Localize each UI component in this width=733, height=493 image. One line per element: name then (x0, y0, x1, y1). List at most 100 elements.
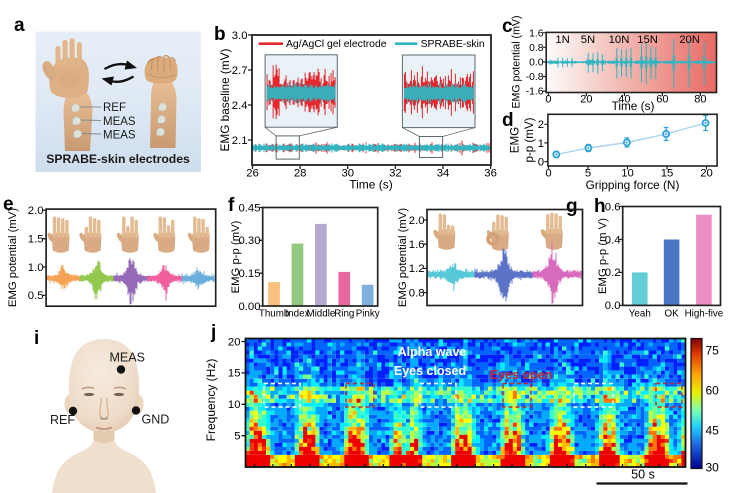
svg-text:0.30: 0.30 (239, 235, 261, 247)
svg-text:15: 15 (228, 368, 241, 380)
svg-text:c: c (502, 16, 513, 37)
svg-text:0.8: 0.8 (409, 287, 425, 299)
svg-text:28: 28 (294, 168, 307, 180)
svg-text:f: f (228, 195, 235, 216)
svg-text:0.15: 0.15 (239, 268, 261, 280)
svg-text:0.5: 0.5 (28, 290, 44, 302)
svg-text:GND: GND (142, 413, 170, 427)
svg-text:60: 60 (656, 94, 668, 106)
svg-text:20: 20 (580, 94, 592, 106)
svg-text:1.6: 1.6 (409, 239, 425, 251)
svg-text:30: 30 (706, 461, 720, 475)
svg-text:0.0: 0.0 (529, 58, 544, 69)
svg-text:MEAS: MEAS (110, 351, 145, 365)
svg-text:p-p (mV): p-p (mV) (523, 117, 536, 162)
svg-text:2.4: 2.4 (232, 100, 248, 112)
svg-text:g: g (566, 196, 578, 217)
svg-text:Thumb: Thumb (259, 309, 290, 320)
svg-text:15N: 15N (637, 34, 658, 46)
svg-text:1.0: 1.0 (28, 262, 44, 274)
svg-text:SPRABE-skin: SPRABE-skin (421, 39, 485, 50)
svg-text:75: 75 (706, 344, 720, 358)
svg-text:60: 60 (706, 383, 720, 397)
svg-text:2.0: 2.0 (28, 205, 44, 217)
svg-text:d: d (502, 110, 514, 131)
svg-text:0.2: 0.2 (605, 267, 621, 279)
svg-text:10: 10 (228, 399, 241, 411)
svg-text:0: 0 (545, 168, 551, 180)
svg-text:Gripping force (N): Gripping force (N) (586, 178, 680, 192)
svg-text:Eyes open: Eyes open (490, 368, 553, 382)
svg-text:EMG potential (mV): EMG potential (mV) (7, 208, 19, 307)
svg-text:0.8: 0.8 (529, 43, 544, 54)
svg-text:Middle: Middle (306, 309, 335, 320)
svg-text:OK: OK (665, 309, 680, 320)
svg-text:2: 2 (538, 119, 544, 131)
svg-text:Index: Index (286, 309, 310, 320)
svg-text:REF: REF (50, 413, 75, 427)
svg-text:32: 32 (389, 168, 402, 180)
svg-text:REF: REF (103, 102, 126, 114)
svg-text:0: 0 (545, 94, 551, 106)
svg-text:2.0: 2.0 (409, 215, 425, 227)
svg-text:2.7: 2.7 (232, 65, 248, 77)
svg-text:30: 30 (341, 168, 354, 180)
svg-text:Time (s): Time (s) (612, 99, 655, 113)
svg-text:-1.6: -1.6 (526, 87, 544, 98)
svg-text:5: 5 (585, 168, 591, 180)
svg-text:EMG: EMG (509, 127, 522, 153)
svg-text:34: 34 (437, 168, 450, 180)
svg-text:1: 1 (538, 138, 544, 150)
svg-text:20: 20 (700, 168, 713, 180)
svg-text:80: 80 (694, 94, 706, 106)
svg-text:26: 26 (246, 168, 259, 180)
svg-text:b: b (214, 24, 226, 45)
svg-text:-0.8: -0.8 (526, 72, 544, 83)
svg-text:Pinky: Pinky (356, 309, 380, 320)
svg-text:Eyes closed: Eyes closed (394, 364, 466, 378)
svg-text:j: j (210, 322, 216, 343)
svg-text:EMG potential (mV): EMG potential (mV) (397, 208, 409, 307)
svg-text:i: i (34, 328, 39, 349)
svg-text:0: 0 (538, 156, 544, 168)
svg-text:0.0: 0.0 (605, 300, 621, 312)
svg-text:EMG p-p (m V): EMG p-p (m V) (597, 218, 609, 294)
svg-text:h: h (594, 196, 606, 217)
svg-text:a: a (14, 15, 25, 36)
svg-text:0.6: 0.6 (605, 201, 621, 213)
svg-text:Time (s): Time (s) (349, 178, 393, 192)
svg-text:15: 15 (661, 168, 674, 180)
svg-text:MEAS: MEAS (103, 116, 136, 128)
svg-text:SPRABE-skin electrodes: SPRABE-skin electrodes (46, 152, 190, 166)
svg-text:5N: 5N (581, 34, 595, 46)
svg-text:0.00: 0.00 (239, 301, 261, 313)
svg-text:Ag/AgCl gel electrode: Ag/AgCl gel electrode (286, 39, 387, 50)
svg-text:1.2: 1.2 (409, 263, 425, 275)
svg-text:40: 40 (618, 94, 630, 106)
svg-text:High-five: High-five (685, 309, 724, 320)
svg-text:EMG baseline (mV): EMG baseline (mV) (218, 48, 232, 151)
svg-text:2.1: 2.1 (232, 135, 248, 147)
svg-text:Yeah: Yeah (629, 309, 651, 320)
svg-text:e: e (3, 194, 14, 215)
svg-text:3.0: 3.0 (232, 30, 248, 42)
svg-text:Ring: Ring (334, 309, 354, 320)
svg-text:20: 20 (228, 336, 241, 348)
svg-text:50 s: 50 s (631, 468, 655, 482)
svg-text:1N: 1N (555, 34, 569, 46)
svg-text:1.5: 1.5 (28, 233, 44, 245)
svg-text:36: 36 (484, 168, 497, 180)
svg-text:5: 5 (234, 431, 240, 443)
svg-text:10N: 10N (609, 34, 630, 46)
svg-text:10: 10 (621, 168, 634, 180)
svg-text:Alpha wave: Alpha wave (398, 345, 467, 359)
svg-text:0.4: 0.4 (605, 234, 621, 246)
svg-text:MEAS: MEAS (103, 130, 136, 142)
svg-text:Frequency (Hz): Frequency (Hz) (204, 359, 218, 442)
svg-text:0.45: 0.45 (239, 202, 261, 214)
svg-text:45: 45 (706, 424, 720, 438)
svg-text:EMG potential (mV): EMG potential (mV) (511, 15, 523, 108)
svg-text:EMG p-p (mV): EMG p-p (mV) (230, 220, 242, 293)
svg-text:1.6: 1.6 (529, 28, 544, 39)
svg-text:20N: 20N (679, 34, 700, 46)
